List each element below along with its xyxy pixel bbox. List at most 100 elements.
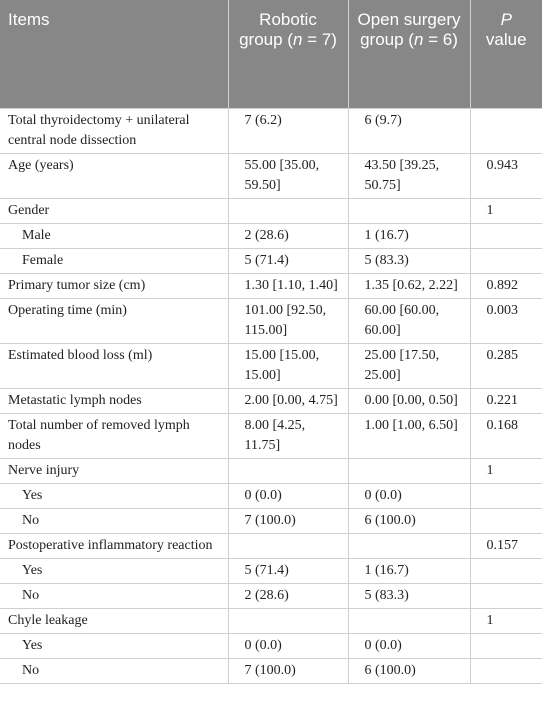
table-cell: Postoperative inflammatory reaction — [0, 533, 229, 559]
table-body: Total thyroidectomy + unilateral central… — [0, 108, 542, 684]
table-cell: 0 (0.0) — [227, 483, 349, 509]
header-text: value — [485, 30, 527, 49]
table-cell: 1.30 [1.10, 1.40] — [227, 273, 349, 299]
table-cell — [227, 458, 349, 484]
table-row: Postoperative inflammatory reaction 0.157 — [0, 533, 542, 559]
table-cell: Yes — [0, 483, 229, 509]
header-text: P — [500, 10, 512, 29]
header-row: Items Robotic group (n = 7) Open surgery g… — [0, 0, 542, 109]
table-row: Yes 5 (71.4) 1 (16.7) — [0, 558, 542, 584]
header-text: Open surgery group ( — [357, 10, 461, 49]
table-cell: 1 (16.7) — [347, 558, 471, 584]
table-cell: 0.943 — [469, 153, 542, 199]
table-cell — [469, 658, 542, 684]
table-cell: 5 (71.4) — [227, 558, 349, 584]
table-cell — [227, 608, 349, 634]
header-text: Robotic group ( — [239, 10, 317, 49]
table-cell: 1.00 [1.00, 6.50] — [347, 413, 471, 459]
table-cell — [227, 533, 349, 559]
table-cell: Total thyroidectomy + unilateral central… — [0, 108, 229, 154]
table-cell — [469, 558, 542, 584]
table-cell — [347, 608, 471, 634]
data-table: Items Robotic group (n = 7) Open surgery g… — [0, 0, 542, 684]
table-cell: 5 (83.3) — [347, 583, 471, 609]
table-row: Nerve injury 1 — [0, 458, 542, 484]
table-cell — [347, 198, 471, 224]
table-row: Yes 0 (0.0) 0 (0.0) — [0, 633, 542, 659]
table-cell — [469, 223, 542, 249]
table-cell: 1 (16.7) — [347, 223, 471, 249]
table-cell: 43.50 [39.25, 50.75] — [347, 153, 471, 199]
table-row: Chyle leakage 1 — [0, 608, 542, 634]
table-cell: 0.221 — [469, 388, 542, 414]
table-cell: 2 (28.6) — [227, 223, 349, 249]
table-cell — [347, 458, 471, 484]
table-cell: Gender — [0, 198, 229, 224]
table-cell: Yes — [0, 558, 229, 584]
table-cell: 8.00 [4.25, 11.75] — [227, 413, 349, 459]
table-cell: 0.00 [0.00, 0.50] — [347, 388, 471, 414]
table-cell: No — [0, 583, 229, 609]
column-header: P value — [469, 0, 542, 109]
table-row: Male 2 (28.6) 1 (16.7) — [0, 223, 542, 249]
table-cell: 25.00 [17.50, 25.00] — [347, 343, 471, 389]
table-cell: 5 (71.4) — [227, 248, 349, 274]
table-cell: 55.00 [35.00, 59.50] — [227, 153, 349, 199]
table-cell: 0 (0.0) — [347, 483, 471, 509]
table-row: Metastatic lymph nodes 2.00 [0.00, 4.75] 0… — [0, 388, 542, 414]
table-row: No 2 (28.6) 5 (83.3) — [0, 583, 542, 609]
table-cell: Chyle leakage — [0, 608, 229, 634]
table-cell: 7 (100.0) — [227, 658, 349, 684]
table-row: Female 5 (71.4) 5 (83.3) — [0, 248, 542, 274]
table-cell — [347, 533, 471, 559]
table-cell: 1 — [469, 608, 542, 634]
table-cell — [469, 508, 542, 534]
table-cell: Yes — [0, 633, 229, 659]
table-cell: 2.00 [0.00, 4.75] — [227, 388, 349, 414]
table-cell: Estimated blood loss (ml) — [0, 343, 229, 389]
table-row: No 7 (100.0) 6 (100.0) — [0, 508, 542, 534]
table-cell: Nerve injury — [0, 458, 229, 484]
table-cell: 0.892 — [469, 273, 542, 299]
table-cell — [469, 108, 542, 154]
table-cell: 1 — [469, 198, 542, 224]
table-cell: Metastatic lymph nodes — [0, 388, 229, 414]
table-cell: 60.00 [60.00, 60.00] — [347, 298, 471, 344]
table-cell: Operating time (min) — [0, 298, 229, 344]
table-cell: Male — [0, 223, 229, 249]
table-cell: 2 (28.6) — [227, 583, 349, 609]
header-text: n — [292, 30, 303, 49]
header-text: = 6) — [423, 30, 458, 49]
column-header: Robotic group (n = 7) — [227, 0, 348, 109]
table-cell: Female — [0, 248, 229, 274]
table-cell: 0 (0.0) — [347, 633, 471, 659]
table-cell: No — [0, 508, 229, 534]
table-cell: 6 (9.7) — [347, 108, 471, 154]
table-cell — [469, 248, 542, 274]
table-cell: Total number of removed lymph nodes — [0, 413, 229, 459]
header-text: n — [413, 30, 424, 49]
header-text: = 7) — [302, 30, 337, 49]
table-cell — [227, 198, 349, 224]
table-cell: Primary tumor size (cm) — [0, 273, 229, 299]
column-header: Items — [0, 0, 228, 109]
header-text: Items — [8, 10, 50, 29]
table-cell: 0.285 — [469, 343, 542, 389]
table-cell: 15.00 [15.00, 15.00] — [227, 343, 349, 389]
table-cell: 101.00 [92.50, 115.00] — [227, 298, 349, 344]
table-cell: 6 (100.0) — [347, 658, 471, 684]
table-row: Total number of removed lymph nodes 8.00 … — [0, 413, 542, 459]
table-cell: 7 (100.0) — [227, 508, 349, 534]
table-cell: 0.157 — [469, 533, 542, 559]
table-cell: 7 (6.2) — [227, 108, 349, 154]
table-cell: Age (years) — [0, 153, 229, 199]
table-row: Yes 0 (0.0) 0 (0.0) — [0, 483, 542, 509]
table-row: Age (years) 55.00 [35.00, 59.50] 43.50 [39… — [0, 153, 542, 199]
table-cell: 0.168 — [469, 413, 542, 459]
table-row: Gender 1 — [0, 198, 542, 224]
table-cell: 1.35 [0.62, 2.22] — [347, 273, 471, 299]
table-cell: 0.003 — [469, 298, 542, 344]
table-row: Total thyroidectomy + unilateral central… — [0, 108, 542, 154]
table-row: Estimated blood loss (ml) 15.00 [15.00, 1… — [0, 343, 542, 389]
